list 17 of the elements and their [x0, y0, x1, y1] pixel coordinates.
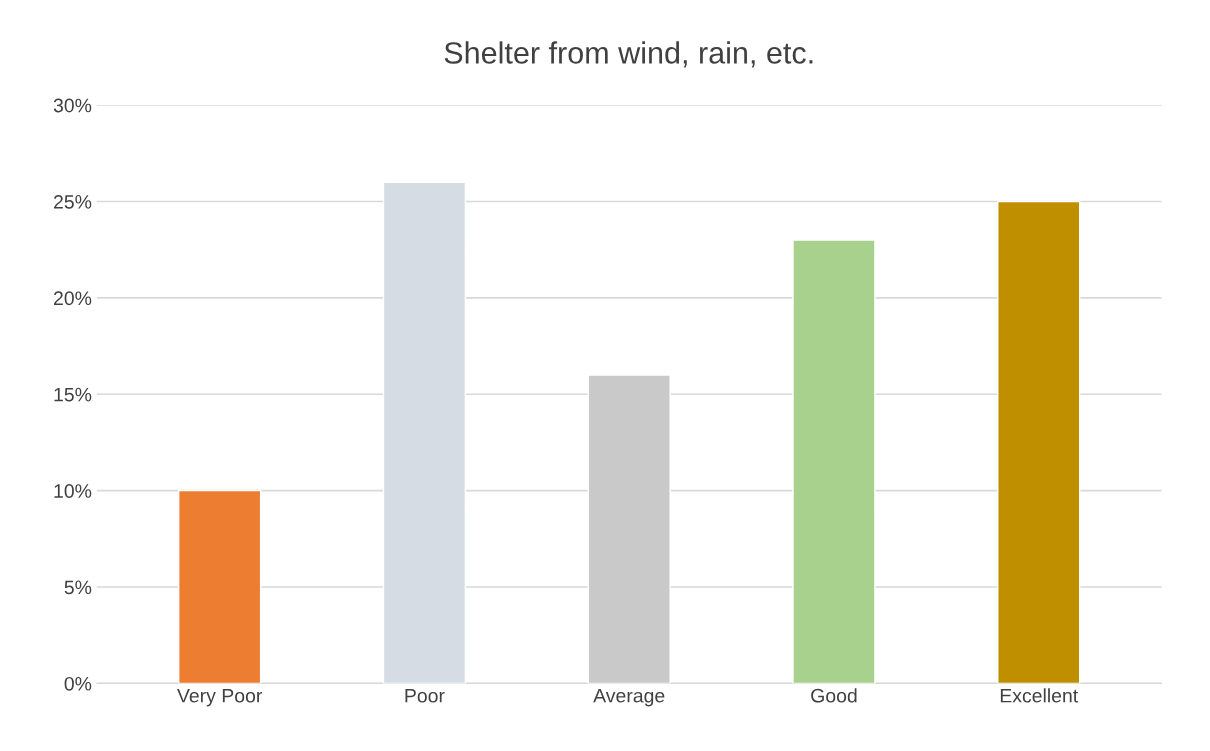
chart-title: Shelter from wind, rain, etc.	[444, 41, 813, 68]
bar	[178, 489, 262, 684]
y-tick-label: 20%	[54, 291, 92, 306]
y-tick-label: 0%	[64, 676, 92, 691]
y-tick-label: 5%	[64, 580, 92, 595]
x-tick-label: Very Poor	[177, 688, 263, 707]
y-tick-label: 25%	[54, 194, 92, 209]
x-tick-label: Excellent	[1000, 688, 1079, 703]
x-tick-label: Poor	[405, 688, 445, 703]
bar	[997, 200, 1081, 684]
y-tick-label: 10%	[54, 484, 92, 498]
bar	[792, 239, 876, 684]
bar	[587, 374, 671, 684]
y-tick-label: 15%	[54, 387, 92, 402]
x-tick-label: Average	[593, 688, 665, 707]
y-tick-label: 30%	[53, 98, 92, 113]
x-tick-label: Good	[811, 688, 857, 703]
